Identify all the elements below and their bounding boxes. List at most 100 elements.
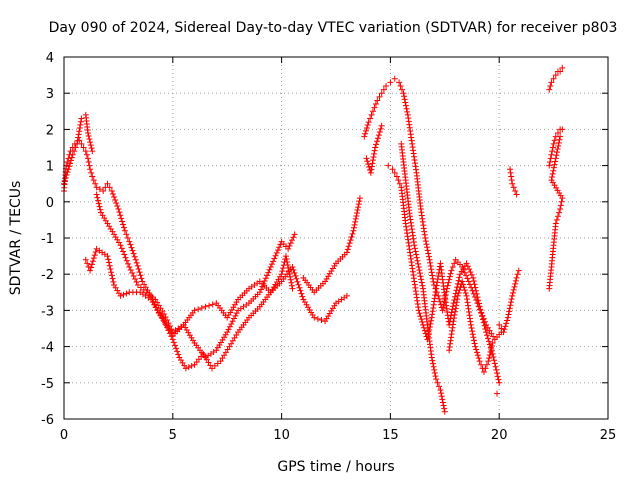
data-point-trail	[133, 259, 140, 266]
data-point-trail	[349, 230, 356, 237]
y-tick-label: 4	[46, 51, 54, 66]
data-point-trail	[67, 157, 74, 164]
data-point	[82, 256, 89, 263]
data-point-trail	[508, 299, 515, 306]
data-point-trail	[452, 305, 459, 312]
data-point-trail	[480, 319, 487, 326]
data-point-trail	[195, 306, 202, 313]
data-point-trail	[132, 276, 139, 283]
data-point-trail	[120, 248, 127, 255]
data-point-trail	[75, 131, 82, 138]
data-point	[433, 376, 440, 383]
data-point-trail	[474, 352, 481, 359]
data-point-trail	[294, 278, 301, 285]
data-point-trail	[506, 308, 513, 315]
data-point	[356, 195, 363, 202]
data-point-trail	[397, 82, 404, 89]
data-point-trail	[506, 305, 513, 312]
data-point	[108, 187, 115, 194]
data-point-trail	[475, 355, 482, 362]
data-point-trail	[198, 304, 205, 311]
data-point-trail	[471, 340, 478, 347]
data-point	[559, 126, 566, 133]
data-point-trail	[454, 296, 461, 303]
data-point-trail	[298, 290, 305, 297]
data-point-trail	[425, 253, 432, 260]
series-track-g	[496, 166, 522, 336]
data-point-trail	[427, 320, 434, 327]
data-point-trail	[453, 302, 460, 309]
data-point-trail	[452, 308, 459, 315]
data-point	[367, 169, 374, 176]
data-point	[65, 166, 72, 173]
data-point	[550, 140, 557, 147]
data-point-trail	[121, 251, 128, 258]
data-point	[496, 321, 503, 328]
data-point-trail	[414, 257, 421, 264]
data-point	[117, 292, 124, 299]
data-point-trail	[511, 283, 518, 290]
series-track-c	[82, 195, 363, 361]
y-tick-label: -6	[41, 413, 54, 428]
data-point-trail	[411, 245, 418, 252]
data-point-trail	[446, 273, 453, 280]
data-point-trail	[446, 276, 453, 283]
data-point-trail	[96, 186, 103, 193]
data-point-trail	[356, 198, 363, 205]
data-point-trail	[551, 161, 558, 168]
data-point-trail	[226, 323, 233, 330]
data-point-trail	[134, 262, 141, 269]
data-point-trail	[290, 266, 297, 273]
data-point	[343, 292, 350, 299]
data-point-trail	[479, 316, 486, 323]
data-point-trail	[111, 193, 118, 200]
data-point-trail	[550, 164, 557, 171]
data-point-trail	[377, 125, 384, 132]
data-point-trail	[112, 196, 119, 203]
data-point	[202, 303, 209, 310]
data-point-trail	[355, 201, 362, 208]
data-point-trail	[71, 148, 78, 155]
data-point-trail	[72, 144, 79, 151]
data-point-trail	[494, 373, 501, 380]
data-point-trail	[445, 279, 452, 286]
data-point	[82, 148, 89, 155]
data-point-trail	[514, 271, 521, 278]
data-point-trail	[395, 177, 402, 184]
data-point-trail	[433, 282, 440, 289]
data-point-trail	[470, 334, 477, 341]
data-point-trail	[469, 331, 476, 338]
data-point-trail	[97, 206, 104, 213]
data-point-trail	[427, 259, 434, 266]
data-point	[89, 173, 96, 180]
data-point-trail	[61, 177, 68, 184]
data-point-trail	[130, 250, 137, 257]
data-point-trail	[63, 172, 70, 179]
data-point-trail	[374, 138, 381, 145]
data-point	[117, 242, 124, 249]
data-point-trail	[475, 300, 482, 307]
data-point	[289, 263, 296, 270]
data-point	[372, 144, 379, 151]
data-point-trail	[554, 146, 561, 153]
data-point-trail	[88, 261, 95, 268]
data-point-trail	[259, 283, 266, 290]
data-point-trail	[365, 161, 372, 168]
data-point-trail	[131, 253, 138, 260]
data-point-trail	[418, 276, 425, 283]
data-point	[450, 318, 457, 325]
x-tick-label: 10	[273, 428, 290, 443]
data-point	[84, 130, 91, 137]
data-point-trail	[368, 163, 375, 170]
y-tick-label: -2	[41, 268, 54, 283]
data-point	[104, 180, 111, 187]
data-point	[465, 278, 472, 285]
data-point-trail	[508, 177, 515, 184]
x-tick-label: 15	[382, 428, 399, 443]
data-point	[74, 140, 81, 147]
data-point-trail	[123, 231, 130, 238]
data-point-trail	[287, 276, 294, 283]
data-point	[454, 292, 461, 299]
data-point-trail	[418, 279, 425, 286]
data-point	[559, 64, 566, 71]
